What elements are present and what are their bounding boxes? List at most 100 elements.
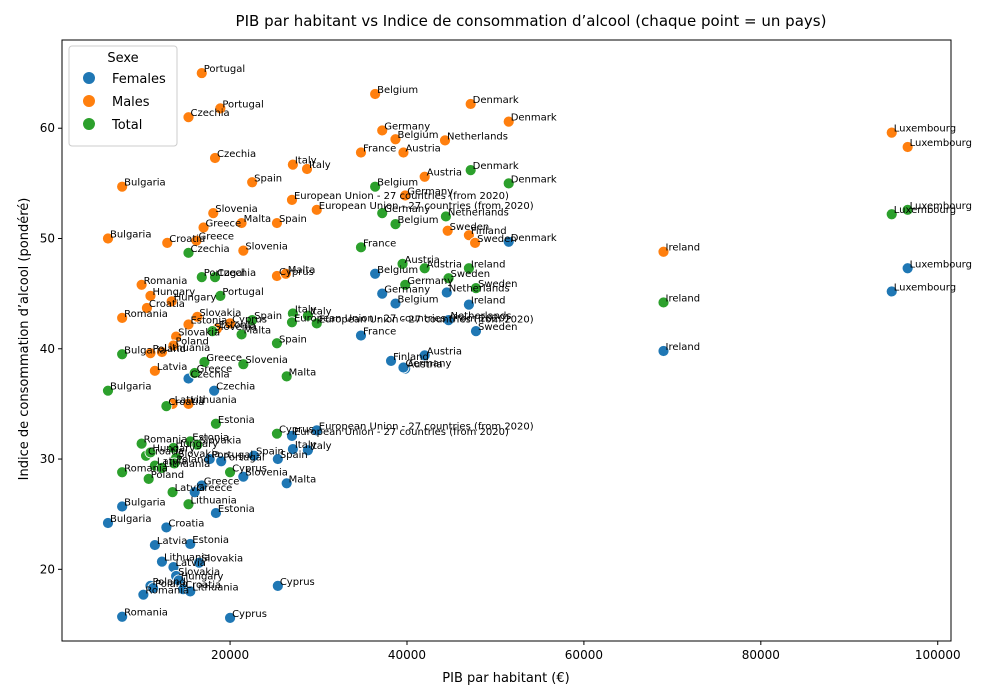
data-point [369,267,382,280]
data-point [271,453,284,465]
point-label: Greece [197,483,233,494]
point-label: Germany [384,204,430,215]
data-point [464,164,477,177]
y-tick-label: 50 [40,231,55,245]
point-label: Poland [151,470,184,481]
data-point [188,486,201,499]
point-label: Portugal [222,287,263,298]
point-label: Romania [124,608,168,619]
data-point [302,444,314,457]
data-point [102,384,114,397]
y-tick-label: 40 [40,342,55,356]
point-label: Croatia [168,518,204,529]
data-point [224,466,236,479]
point-label: Germany [407,276,453,287]
data-point [191,438,204,451]
data-point [657,345,670,357]
data-point [235,328,248,341]
data-point [210,417,222,430]
legend-title: Sexe [107,51,138,66]
point-label: Malta [289,474,317,485]
point-labels: BulgariaBulgariaRomaniaRomaniaPolandPola… [110,64,972,620]
data-point [397,361,410,374]
point-label: Czechia [190,370,229,381]
data-point [418,170,431,183]
data-point [188,367,201,379]
point-label: Netherlands [451,311,512,322]
data-point [397,146,410,159]
data-point [156,555,168,568]
point-label: Latvia [175,558,205,569]
data-point [116,180,129,193]
point-label: Austria [427,259,462,270]
point-label: Bulgaria [124,178,165,189]
point-label: Greece [206,218,242,229]
point-label: Hungary [181,571,224,582]
data-point [182,111,195,124]
point-label: Estonia [219,320,256,331]
y-axis-title: Indice de consommation d’alcool (pondéré… [17,198,32,481]
data-point [442,272,455,285]
data-point [280,370,293,383]
point-label: Malta [288,265,316,276]
point-label: Denmark [511,113,557,124]
point-label: Belgium [377,85,418,96]
data-point [182,398,195,410]
point-label: Italy [310,441,332,452]
data-point [271,337,283,350]
point-label: Cyprus [232,463,267,474]
point-label: Italy [295,156,317,167]
data-point [271,579,284,592]
data-point [195,271,208,283]
series-females [102,235,914,624]
point-label: Denmark [473,161,519,172]
data-point [165,295,178,308]
point-label: Slovakia [199,436,241,447]
data-point [148,364,161,377]
point-label: Slovenia [215,204,258,215]
data-point [279,267,292,280]
data-point [657,245,670,258]
point-label: Cyprus [232,609,267,620]
data-point [502,177,515,190]
point-label: Latvia [175,395,205,406]
legend-entry: Females [112,72,166,87]
point-label: Cyprus [279,425,314,436]
point-label: Lithuania [164,459,210,470]
point-label: Ireland [666,243,701,254]
legend-marker [83,95,95,107]
data-point [135,437,148,450]
data-point [440,210,452,223]
chart-title: PIB par habitant vs Indice de consommati… [236,12,827,30]
point-label: Latvia [157,536,187,547]
data-point [440,286,453,299]
data-point [144,446,157,459]
y-tick-label: 20 [40,562,55,576]
point-label: Lithuania [164,343,210,354]
point-label: Croatia [168,397,204,408]
legend-marker [83,72,95,84]
point-label: Estonia [192,535,229,546]
data-point [203,453,216,465]
data-point [166,486,179,499]
data-point [310,424,323,437]
point-label: Lithuania [192,582,238,593]
data-point [901,141,914,153]
x-axis-title: PIB par habitant (€) [442,671,569,686]
data-point [302,309,314,322]
point-label: Belgium [397,295,438,306]
data-point [502,235,515,248]
data-point [102,232,114,245]
point-label: Hungary [174,292,217,303]
point-label: European Union - 27 countries (from 2020… [319,421,534,432]
point-label: Austria [405,255,440,266]
point-label: Italy [310,307,332,318]
data-point [207,207,220,220]
point-label: Czechia [216,382,255,393]
data-point [246,314,259,326]
data-point [301,163,313,175]
data-point [144,347,157,360]
data-point [901,203,914,216]
data-point [396,257,409,270]
point-label: Germany [405,359,451,370]
